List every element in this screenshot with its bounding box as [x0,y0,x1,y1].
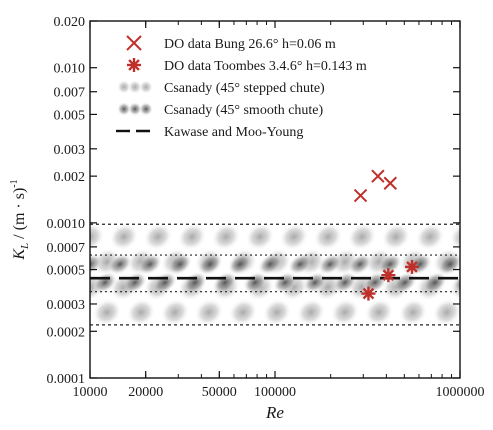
y-tick-label: 0.0003 [47,298,86,313]
x-tick-label: 10000 [73,385,108,400]
y-tick-label: 0.020 [54,15,86,30]
band-texture [364,298,394,327]
data-point-bung [383,176,398,190]
band-texture [432,298,460,327]
x-axis-label: Re [265,403,284,422]
svg-text:KL / (m · s)-1: KL / (m · s)-1 [9,179,31,260]
x-tick-label: 50000 [202,385,237,400]
band-texture [137,253,163,276]
legend-swatch-x [126,35,142,51]
y-tick-label: 0.007 [54,86,86,101]
band-texture [257,253,283,276]
band-texture [228,298,258,327]
band-texture [194,298,224,327]
legend-swatch-asterisk [127,58,141,72]
band-texture [109,222,139,251]
band-texture [398,298,428,327]
y-tick-label: 0.0002 [47,325,86,340]
legend-label: Kawase and Moo-Young [164,125,303,140]
y-tick-label: 0.003 [54,143,86,158]
legend-label: DO data Toombes 3.4.6° h=0.143 m [164,59,367,74]
x-tick-label: 20000 [128,385,163,400]
y-tick-label: 0.0010 [47,217,86,232]
y-tick-label: 0.005 [54,108,86,123]
legend-item-0: DO data Bung 26.6° h=0.06 m [126,35,336,52]
band-texture [167,253,193,276]
band-texture [245,222,275,251]
legend-label: Csanady (45° stepped chute) [164,81,325,96]
legend-label: DO data Bung 26.6° h=0.06 m [164,37,336,52]
band-texture [262,298,292,327]
band-texture [287,253,313,276]
line-layer [90,223,460,326]
legend-swatch-band [117,102,153,116]
data-point-bung [371,169,385,183]
band-texture [347,222,377,251]
band-texture [313,222,343,251]
legend: DO data Bung 26.6° h=0.06 m DO data Toomb… [116,35,367,140]
legend-item-3: Csanady (45° smooth chute) [117,102,324,118]
band-texture [415,222,445,251]
band-texture [177,222,207,251]
data-point-toombes [381,268,396,283]
y-tick-label: 0.002 [54,170,86,185]
band-texture [92,298,122,327]
y-tick-label: 0.010 [54,62,86,77]
data-point-toombes [404,259,419,274]
legend-label: Csanady (45° smooth chute) [164,103,324,118]
band-texture [197,253,223,276]
x-tick-label: 1000000 [436,385,485,400]
marker-layer [353,169,419,301]
data-point-toombes [361,286,376,301]
y-tick-label: 0.0001 [47,372,86,387]
band-texture [160,298,190,327]
band-texture [347,253,373,276]
band-texture [227,253,253,276]
band-texture [381,222,411,251]
band-texture [330,298,360,327]
tick-layer: 10000 20000 50000 100000 1000000 0.0001 0.0002… [47,15,485,400]
band-texture [317,253,343,276]
legend-swatch-band [117,80,153,94]
band-texture [377,253,403,276]
y-tick-label: 0.0005 [47,264,86,279]
band-texture [461,242,493,281]
band-texture [107,253,133,276]
band-texture [478,267,493,298]
data-point-bung [353,188,368,203]
y-axis-label: KL / (m · s)-1 [9,179,31,260]
band-texture [279,222,309,251]
band-texture [463,249,493,280]
band-texture [449,222,460,251]
band-texture [90,222,105,251]
band-texture [452,271,460,294]
legend-item-1: DO data Toombes 3.4.6° h=0.143 m [127,58,367,74]
y-tick-label: 0.0007 [47,241,86,256]
band-texture [126,298,156,327]
band-texture [143,222,173,251]
legend-item-4: Kawase and Moo-Young [116,125,303,140]
x-tick-label: 100000 [254,385,296,400]
band-texture [461,293,493,332]
legend-item-2: Csanady (45° stepped chute) [117,80,325,96]
band-texture [211,222,241,251]
band-layer [90,222,493,332]
band-texture [296,298,326,327]
